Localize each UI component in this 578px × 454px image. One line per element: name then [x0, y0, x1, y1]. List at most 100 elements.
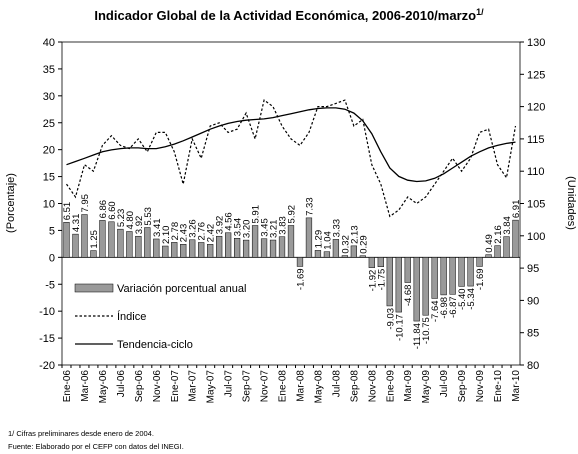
y-tick-label: -5 [45, 279, 55, 291]
bar [260, 238, 268, 258]
data-label: 2.10 [161, 226, 172, 245]
bar [99, 220, 106, 258]
bar [386, 257, 393, 307]
bar [144, 227, 151, 258]
bar [242, 239, 250, 258]
data-label: 3.21 [269, 220, 280, 239]
data-label: 0.32 [340, 235, 351, 254]
y2-tick-label: 120 [527, 102, 545, 114]
data-label: -1.75 [376, 269, 387, 291]
y-tick-label: 30 [43, 91, 55, 103]
legend-label: Variación porcentual anual [117, 283, 246, 295]
data-label: -10.17 [394, 314, 405, 341]
data-label: -9.03 [385, 308, 396, 330]
bar [476, 257, 483, 267]
bar [135, 235, 142, 258]
data-label: 3.20 [242, 220, 253, 239]
y2-tick-label: 115 [527, 134, 545, 146]
x-tick-label: Jul-06 [116, 370, 127, 398]
data-label: 6.86 [98, 200, 109, 219]
data-label: -5.40 [457, 288, 468, 310]
x-tick-label: May-07 [206, 370, 217, 404]
data-label: 1.25 [89, 230, 100, 249]
x-tick-label: Nov-07 [260, 370, 271, 403]
footnote: 1/ Cifras preliminares desde enero de 20… [8, 429, 154, 438]
bar [117, 228, 124, 258]
y2-tick-label: 125 [527, 69, 545, 81]
y-tick-label: 35 [43, 64, 55, 76]
data-label: -11.84 [412, 323, 423, 349]
data-label: 2.42 [206, 224, 217, 243]
bar [440, 257, 447, 296]
bar [278, 236, 286, 258]
y2-tick-label: 85 [527, 328, 539, 340]
bar [431, 257, 438, 299]
x-tick-label: Sep-06 [134, 370, 145, 403]
data-label: 3.92 [215, 216, 226, 235]
y-tick-label: -10 [39, 306, 55, 318]
data-label: 5.53 [143, 207, 154, 226]
x-tick-label: Nov-06 [152, 370, 163, 403]
data-label: -6.98 [439, 297, 450, 319]
x-tick-label: Ene-07 [170, 370, 181, 403]
x-tick-label: May-06 [98, 370, 109, 404]
bar [108, 221, 115, 258]
data-label: 7.95 [80, 194, 91, 213]
bar [180, 244, 187, 258]
data-label: -1.92 [367, 270, 378, 292]
data-label: -7.64 [430, 300, 441, 322]
bar [126, 231, 133, 258]
data-label: 4.31 [71, 214, 82, 233]
bar [198, 242, 205, 258]
y-tick-label: 10 [43, 199, 55, 211]
y2-tick-label: 105 [527, 199, 545, 211]
data-label: 3.33 [331, 219, 342, 238]
legend-label: Tendencia-ciclo [117, 339, 193, 351]
x-tick-label: Ene-10 [493, 370, 504, 403]
bar [323, 251, 331, 258]
data-label: 3.54 [233, 218, 244, 237]
bar [251, 225, 259, 258]
bar [377, 257, 384, 268]
x-tick-label: Sep-09 [457, 370, 468, 403]
bar [162, 245, 169, 258]
x-tick-label: Sep-07 [242, 370, 253, 403]
y2-tick-label: 95 [527, 263, 539, 275]
bar [171, 242, 178, 258]
data-label: 6.51 [62, 202, 73, 221]
bar [368, 257, 375, 268]
data-label: -4.68 [403, 285, 414, 307]
bar [90, 250, 97, 258]
data-label: 2.76 [197, 222, 208, 241]
bar [296, 257, 304, 267]
data-label: 5.91 [251, 205, 262, 224]
chart-title: Indicador Global de la Actividad Económi… [94, 7, 484, 23]
data-label: 3.41 [152, 218, 163, 237]
bar [422, 257, 429, 316]
bar [413, 257, 420, 322]
data-label: 1.04 [322, 231, 333, 250]
data-label: 3.84 [502, 216, 513, 235]
data-label: 4.80 [125, 211, 136, 230]
y-tick-label: 40 [43, 37, 55, 49]
y2-tick-label: 110 [527, 166, 545, 178]
bar [467, 257, 474, 287]
x-tick-label: Ene-09 [385, 370, 396, 403]
data-label: 4.56 [224, 212, 235, 231]
bar [332, 239, 340, 258]
bar [341, 255, 349, 258]
data-label: 2.16 [493, 225, 504, 244]
bar [503, 236, 510, 258]
x-tick-label: Mar-08 [295, 370, 306, 402]
y2-tick-label: 80 [527, 360, 539, 372]
bar [359, 255, 366, 258]
data-label: 2.13 [349, 225, 360, 244]
y-tick-label: 15 [43, 172, 55, 184]
x-tick-label: Sep-08 [349, 370, 360, 403]
x-tick-label: May-09 [421, 370, 432, 404]
legend-swatch [74, 283, 114, 293]
x-tick-label: Jul-09 [439, 370, 450, 398]
data-label: 0.49 [484, 234, 495, 253]
data-label: -10.75 [421, 317, 432, 344]
